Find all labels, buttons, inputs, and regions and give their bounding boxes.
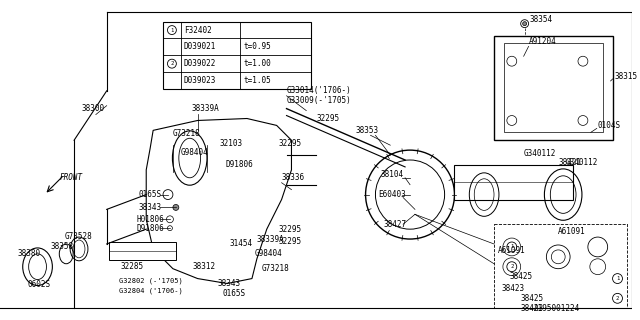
Text: A91204: A91204	[529, 37, 556, 46]
Text: t=1.05: t=1.05	[243, 76, 271, 85]
Polygon shape	[146, 118, 291, 284]
Text: G73218: G73218	[173, 129, 201, 138]
Text: t=0.95: t=0.95	[243, 42, 271, 52]
Circle shape	[612, 293, 623, 303]
Text: 38425: 38425	[521, 294, 544, 303]
Text: 32103: 32103	[220, 139, 243, 148]
Text: 2: 2	[510, 264, 513, 269]
Circle shape	[507, 242, 516, 252]
Text: 32295: 32295	[278, 225, 301, 234]
Text: A61091: A61091	[498, 246, 525, 255]
Text: 0165S: 0165S	[222, 289, 245, 298]
Text: G33009(-'1705): G33009(-'1705)	[287, 96, 351, 105]
Text: A195001224: A195001224	[534, 304, 580, 313]
Text: 32295: 32295	[316, 114, 339, 123]
Text: 2: 2	[616, 296, 619, 301]
Text: 38300: 38300	[81, 104, 104, 113]
Text: G32804 ('1706-): G32804 ('1706-)	[118, 287, 182, 294]
Text: 1: 1	[616, 276, 619, 281]
Text: 32285: 32285	[120, 262, 143, 271]
Text: H01806: H01806	[136, 215, 164, 224]
Text: 38354: 38354	[529, 15, 553, 24]
Text: 38425: 38425	[510, 272, 533, 281]
Bar	[454, 165, 573, 200]
Text: 38336: 38336	[282, 173, 305, 182]
Text: G340112: G340112	[524, 148, 556, 157]
Text: 0602S: 0602S	[28, 280, 51, 289]
Text: 38315: 38315	[614, 71, 637, 81]
Circle shape	[168, 59, 177, 68]
Text: t=1.00: t=1.00	[243, 59, 271, 68]
Text: 38312: 38312	[193, 262, 216, 271]
Text: 38423: 38423	[521, 304, 544, 313]
Text: G73528: G73528	[64, 232, 92, 241]
Text: 38380: 38380	[18, 249, 41, 258]
Circle shape	[173, 204, 179, 210]
Text: 38358: 38358	[51, 243, 74, 252]
Text: 38353: 38353	[356, 126, 379, 135]
Text: 38339A: 38339A	[257, 235, 285, 244]
Text: 38421: 38421	[558, 158, 581, 167]
Text: 1: 1	[510, 244, 513, 250]
Text: D91806: D91806	[225, 160, 253, 170]
Circle shape	[507, 262, 516, 272]
Text: 0165S: 0165S	[138, 190, 161, 199]
Text: 2: 2	[170, 61, 173, 66]
Text: G340112: G340112	[565, 158, 598, 167]
Text: 38339A: 38339A	[191, 104, 220, 113]
Text: G98404: G98404	[255, 249, 283, 258]
Text: 38343: 38343	[218, 279, 241, 288]
Circle shape	[523, 22, 527, 26]
Text: G98404: G98404	[181, 148, 209, 156]
Text: 38423: 38423	[502, 284, 525, 293]
Text: D039023: D039023	[184, 76, 216, 85]
Text: G32802 (-'1705): G32802 (-'1705)	[118, 277, 182, 284]
Text: A61091: A61091	[558, 227, 586, 236]
Text: E60403: E60403	[378, 190, 406, 199]
Text: G73218: G73218	[262, 264, 289, 273]
Bar	[163, 22, 311, 89]
Text: FRONT: FRONT	[60, 173, 83, 182]
Text: 38104: 38104	[380, 170, 403, 179]
Text: 0104S: 0104S	[598, 121, 621, 130]
Text: D91806: D91806	[136, 224, 164, 233]
Text: 32295: 32295	[278, 236, 301, 245]
Text: 32295: 32295	[278, 139, 301, 148]
Text: 38343: 38343	[138, 203, 161, 212]
Text: 31454: 31454	[229, 239, 252, 249]
Bar	[504, 44, 603, 132]
Text: G33014('1706-): G33014('1706-)	[287, 86, 351, 95]
Text: D039021: D039021	[184, 42, 216, 52]
Bar	[494, 36, 612, 140]
Circle shape	[612, 274, 623, 284]
Text: D039022: D039022	[184, 59, 216, 68]
Bar	[109, 242, 176, 260]
Circle shape	[168, 26, 177, 35]
Text: 38427: 38427	[383, 220, 406, 229]
Text: 1: 1	[170, 28, 173, 33]
Text: F32402: F32402	[184, 26, 212, 35]
